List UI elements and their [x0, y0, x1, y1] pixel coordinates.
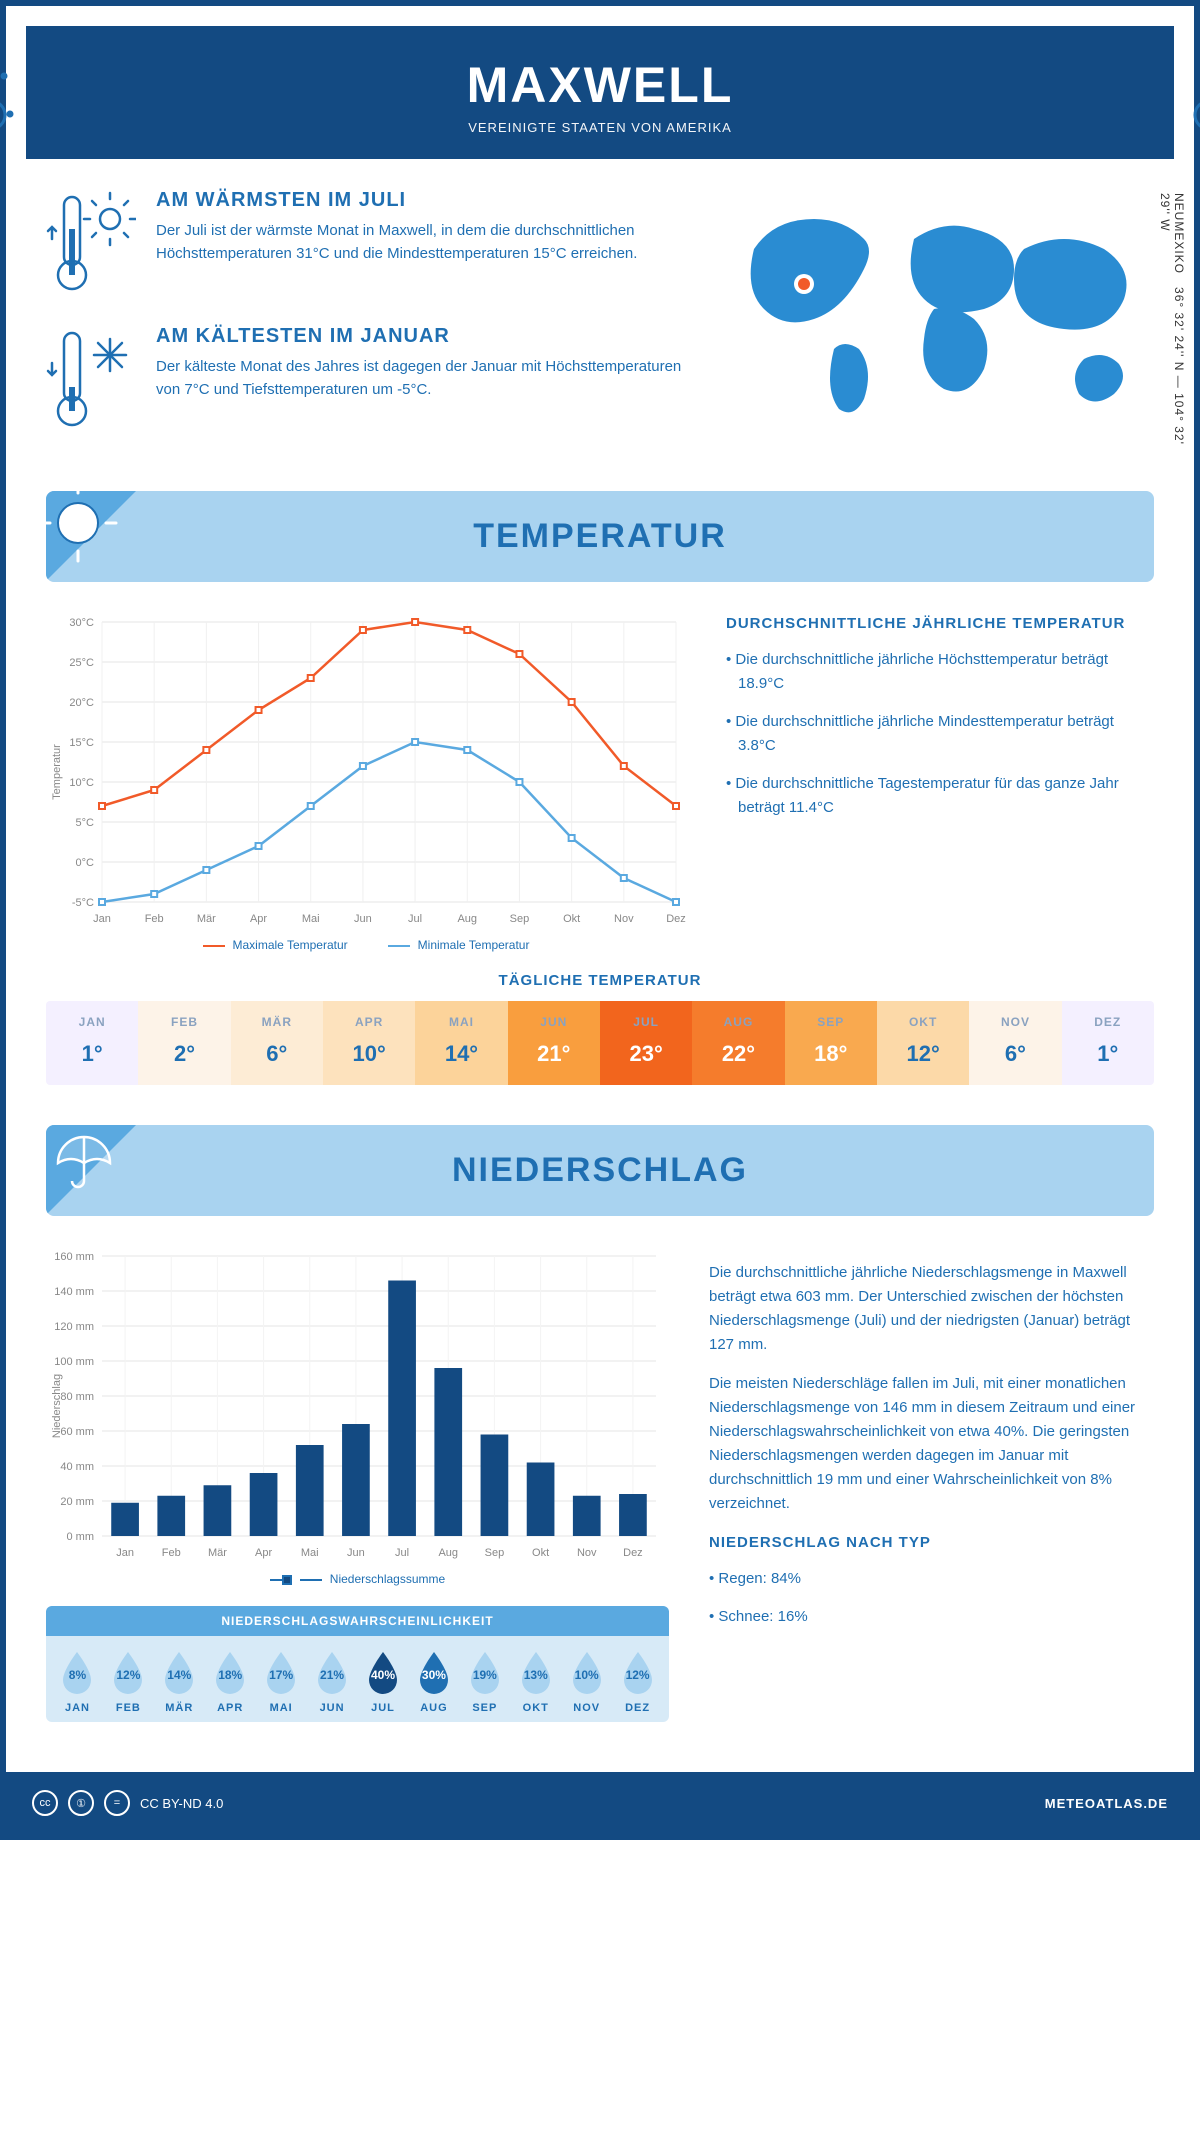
- svg-text:80 mm: 80 mm: [60, 1391, 94, 1403]
- site-name: METEOATLAS.DE: [1045, 1796, 1168, 1811]
- svg-text:Aug: Aug: [457, 913, 477, 925]
- umbrella-icon: [46, 1125, 136, 1215]
- warmest-title: AM WÄRMSTEN IM JULI: [156, 189, 684, 212]
- wind-icon: [1174, 56, 1200, 146]
- svg-text:120 mm: 120 mm: [54, 1321, 94, 1333]
- svg-text:Sep: Sep: [485, 1547, 505, 1559]
- svg-text:Sep: Sep: [510, 913, 530, 925]
- section-title: TEMPERATUR: [66, 517, 1134, 556]
- svg-text:20 mm: 20 mm: [60, 1496, 94, 1508]
- thermometer-snow-icon: [46, 325, 136, 435]
- line-chart-legend: Maximale Temperatur Minimale Temperatur: [46, 938, 686, 952]
- svg-text:Apr: Apr: [250, 913, 267, 925]
- svg-text:Jan: Jan: [93, 913, 111, 925]
- nd-icon: =: [104, 1790, 130, 1816]
- thermometer-sun-icon: [46, 189, 136, 299]
- svg-text:Nov: Nov: [614, 913, 634, 925]
- prob-heading: NIEDERSCHLAGSWAHRSCHEINLICHKEIT: [46, 1606, 669, 1636]
- footer: cc ① = CC BY-ND 4.0 METEOATLAS.DE: [6, 1772, 1194, 1834]
- svg-text:30°C: 30°C: [69, 617, 94, 629]
- section-precipitation: NIEDERSCHLAG: [46, 1125, 1154, 1216]
- svg-text:Mär: Mär: [197, 913, 216, 925]
- precip-type-heading: NIEDERSCHLAG NACH TYP: [709, 1531, 1154, 1555]
- svg-text:Okt: Okt: [532, 1547, 549, 1559]
- section-title: NIEDERSCHLAG: [66, 1151, 1134, 1190]
- svg-text:Jul: Jul: [395, 1547, 409, 1559]
- svg-text:60 mm: 60 mm: [60, 1426, 94, 1438]
- svg-text:Feb: Feb: [145, 913, 164, 925]
- precip-type-list: Regen: 84% Schnee: 16%: [709, 1567, 1154, 1629]
- by-icon: ①: [68, 1790, 94, 1816]
- license-text: CC BY-ND 4.0: [140, 1796, 223, 1811]
- svg-text:Aug: Aug: [438, 1547, 458, 1559]
- svg-text:Jul: Jul: [408, 913, 422, 925]
- svg-text:Nov: Nov: [577, 1547, 597, 1559]
- wind-icon: [0, 56, 26, 146]
- sun-icon: [46, 491, 136, 581]
- coordinates: NEUMEXIKO 36° 32' 24'' N — 104° 32' 29''…: [1158, 193, 1186, 461]
- svg-text:5°C: 5°C: [76, 817, 95, 829]
- header: MAXWELL VEREINIGTE STAATEN VON AMERIKA: [26, 26, 1174, 159]
- precip-probability-table: NIEDERSCHLAGSWAHRSCHEINLICHKEIT 8%JAN12%…: [46, 1606, 669, 1722]
- svg-text:160 mm: 160 mm: [54, 1251, 94, 1263]
- daily-temp-table: JAN1°FEB2°MÄR6°APR10°MAI14°JUN21°JUL23°A…: [46, 1001, 1154, 1085]
- section-temperature: TEMPERATUR: [46, 491, 1154, 582]
- svg-text:15°C: 15°C: [69, 737, 94, 749]
- svg-text:40 mm: 40 mm: [60, 1461, 94, 1473]
- svg-text:Mai: Mai: [301, 1547, 319, 1559]
- svg-text:Apr: Apr: [255, 1547, 272, 1559]
- precipitation-bar-chart: 0 mm 20 mm 40 mm 60 mm 80 mm 100 mm 120 mm 140 …: [46, 1246, 666, 1566]
- svg-text:Dez: Dez: [666, 913, 686, 925]
- cc-icon: cc: [32, 1790, 58, 1816]
- coldest-text: Der kälteste Monat des Jahres ist dagege…: [156, 356, 684, 401]
- temp-side-heading: DURCHSCHNITTLICHE JÄHRLICHE TEMPERATUR: [726, 612, 1154, 636]
- warmest-block: AM WÄRMSTEN IM JULI Der Juli ist der wär…: [46, 189, 684, 299]
- daily-temp-title: TÄGLICHE TEMPERATUR: [46, 972, 1154, 989]
- svg-text:10°C: 10°C: [69, 777, 94, 789]
- temp-side-list: Die durchschnittliche jährliche Höchstte…: [726, 648, 1154, 820]
- svg-text:Feb: Feb: [162, 1547, 181, 1559]
- temperature-line-chart: -5°C 0°C 5°C 10°C 15°C 20°C 25°C 30°C Jan Feb Mär A…: [46, 612, 686, 932]
- svg-text:Dez: Dez: [623, 1547, 643, 1559]
- svg-text:100 mm: 100 mm: [54, 1356, 94, 1368]
- svg-text:Niederschlag: Niederschlag: [51, 1374, 63, 1438]
- svg-text:Jun: Jun: [354, 913, 372, 925]
- svg-text:25°C: 25°C: [69, 657, 94, 669]
- coldest-title: AM KÄLTESTEN IM JANUAR: [156, 325, 684, 348]
- svg-text:Jan: Jan: [116, 1547, 134, 1559]
- city-title: MAXWELL: [46, 56, 1154, 114]
- precip-paragraph-2: Die meisten Niederschläge fallen im Juli…: [709, 1372, 1154, 1516]
- svg-text:20°C: 20°C: [69, 697, 94, 709]
- svg-text:140 mm: 140 mm: [54, 1286, 94, 1298]
- svg-text:Temperatur: Temperatur: [51, 744, 63, 800]
- svg-text:Okt: Okt: [563, 913, 580, 925]
- world-map: NEUMEXIKO 36° 32' 24'' N — 104° 32' 29''…: [724, 189, 1154, 461]
- svg-text:0 mm: 0 mm: [67, 1531, 95, 1543]
- country-subtitle: VEREINIGTE STAATEN VON AMERIKA: [46, 120, 1154, 135]
- precip-paragraph-1: Die durchschnittliche jährliche Niedersc…: [709, 1261, 1154, 1357]
- coldest-block: AM KÄLTESTEN IM JANUAR Der kälteste Mona…: [46, 325, 684, 435]
- warmest-text: Der Juli ist der wärmste Monat in Maxwel…: [156, 220, 684, 265]
- svg-text:Mär: Mär: [208, 1547, 227, 1559]
- svg-text:Mai: Mai: [302, 913, 320, 925]
- svg-text:-5°C: -5°C: [72, 897, 94, 909]
- bar-chart-legend: Niederschlagssumme: [46, 1572, 669, 1586]
- svg-text:0°C: 0°C: [76, 857, 95, 869]
- svg-text:Jun: Jun: [347, 1547, 365, 1559]
